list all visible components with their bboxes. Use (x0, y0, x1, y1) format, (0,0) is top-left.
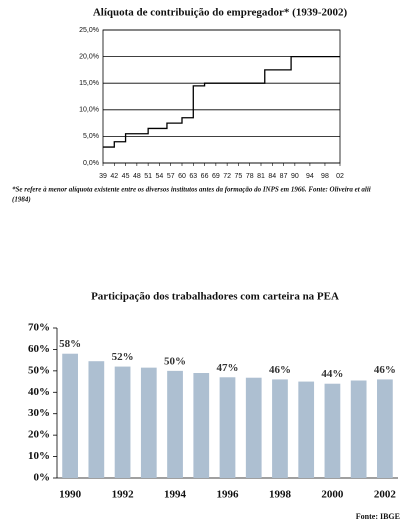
x-tick-label: 69 (212, 173, 220, 180)
x-tick-label: 90 (291, 173, 299, 180)
x-tick-label: 2002 (374, 489, 397, 501)
bar (219, 377, 236, 478)
x-tick-label: 57 (167, 173, 175, 180)
bar (62, 353, 78, 478)
bar (167, 370, 183, 478)
x-tick-label: 63 (189, 173, 197, 180)
y-tick-label: 60% (28, 343, 50, 355)
y-tick-label: 0,0% (83, 160, 99, 167)
value-label: 58% (59, 338, 81, 350)
source: Fonte: IBGE (356, 512, 400, 521)
x-tick-label: 54 (156, 173, 164, 180)
x-tick-label: 1996 (217, 489, 240, 501)
footnote: (1984) (12, 196, 31, 204)
y-tick-label: 20,0% (79, 53, 99, 60)
x-tick-label: 2000 (321, 489, 344, 501)
x-tick-label: 1990 (59, 489, 82, 501)
value-label: 50% (164, 355, 186, 367)
y-tick-label: 10% (28, 450, 50, 462)
bar (377, 379, 393, 478)
bar (245, 377, 262, 478)
chart-title: Participação dos trabalhadores com carte… (91, 291, 339, 303)
y-tick-label: 25,0% (79, 27, 99, 34)
line-series (103, 55, 340, 148)
value-label: 46% (269, 364, 291, 376)
y-tick-label: 50% (28, 364, 50, 376)
y-tick-label: 70% (28, 322, 50, 334)
x-tick-label: 51 (144, 173, 152, 180)
x-tick-label: 72 (223, 173, 231, 180)
x-tick-label: 66 (201, 173, 209, 180)
x-tick-label: 98 (321, 173, 329, 180)
y-tick-label: 10,0% (79, 107, 99, 114)
bar (88, 361, 105, 478)
x-tick-label: 48 (133, 173, 141, 180)
x-tick-label: 78 (246, 173, 254, 180)
x-tick-label: 1992 (112, 489, 135, 501)
value-label: 46% (374, 364, 396, 376)
plot-border (102, 29, 341, 164)
x-tick-label: 02 (336, 173, 344, 180)
y-tick-label: 30% (28, 407, 50, 419)
bar (272, 379, 288, 478)
x-tick-label: 45 (122, 173, 130, 180)
x-tick-label: 94 (306, 173, 314, 180)
footnote: *Se refere à menor alíquota existente en… (12, 186, 371, 194)
x-tick-label: 84 (268, 173, 276, 180)
x-tick-label: 87 (280, 173, 288, 180)
y-tick-label: 15,0% (79, 80, 99, 87)
bar (324, 383, 341, 478)
chart-title: Alíquota de contribuição do empregador* … (93, 7, 348, 19)
bar (140, 367, 157, 478)
x-tick-label: 42 (110, 173, 118, 180)
y-tick-label: 5,0% (83, 133, 99, 140)
bar (350, 380, 367, 478)
x-tick-label: 1998 (269, 489, 292, 501)
value-label: 52% (112, 351, 134, 363)
x-tick-label: 39 (99, 173, 107, 180)
value-label: 47% (217, 362, 239, 374)
bar (298, 381, 315, 478)
y-tick-label: 0% (34, 472, 51, 484)
x-tick-label: 60 (178, 173, 186, 180)
y-tick-label: 20% (28, 429, 50, 441)
y-tick-label: 40% (28, 386, 50, 398)
x-tick-label: 75 (235, 173, 243, 180)
x-tick-label: 1994 (164, 489, 187, 501)
bar (114, 366, 131, 478)
value-label: 44% (321, 368, 343, 380)
bar (193, 373, 210, 478)
x-tick-label: 81 (257, 173, 265, 180)
